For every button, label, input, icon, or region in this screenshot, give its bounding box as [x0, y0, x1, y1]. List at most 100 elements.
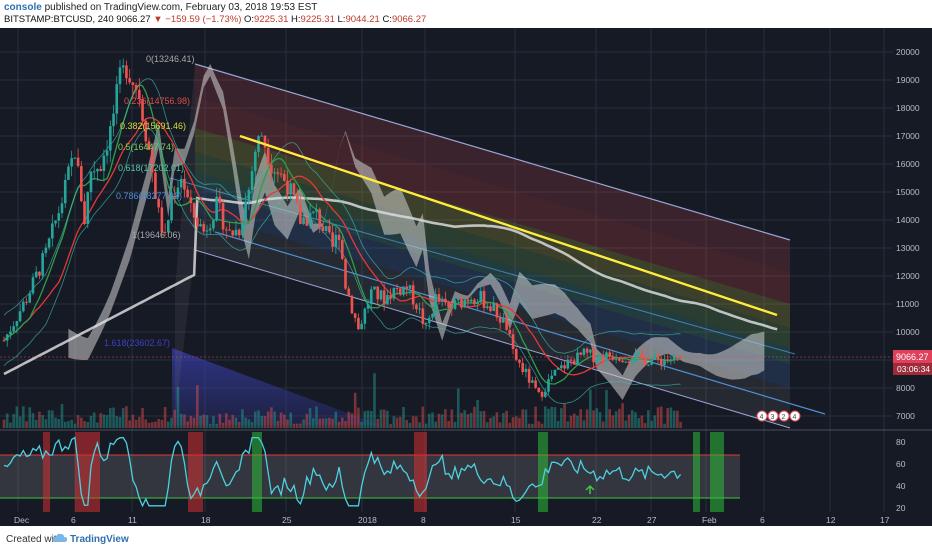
- volume-bar: [289, 412, 293, 428]
- volume-bar: [663, 423, 666, 428]
- candle-body: [563, 365, 566, 369]
- event-badge: [778, 410, 790, 422]
- ma-red-line: [3, 117, 681, 376]
- chart-area[interactable]: 0(13246.41) 0.236(14756.98) 0.382(15691.46…: [0, 28, 932, 526]
- candle-body: [63, 179, 67, 204]
- candle-body: [605, 352, 608, 362]
- candle-body: [115, 84, 119, 114]
- fib-level-label: 0(13246.41): [146, 54, 195, 64]
- volume-bar: [231, 415, 235, 428]
- candle-body: [234, 229, 238, 236]
- candle-body: [450, 307, 454, 309]
- volume-bar: [524, 409, 528, 428]
- ma-green-line: [3, 84, 681, 385]
- candle-body: [350, 295, 354, 314]
- candle-body: [373, 286, 376, 290]
- volume-bar: [257, 410, 260, 428]
- volume-bar: [418, 422, 421, 428]
- price-tick-label: 12000: [896, 271, 920, 281]
- candle-body: [653, 354, 657, 361]
- candle-body: [637, 352, 640, 355]
- candle-body: [89, 171, 93, 193]
- volume-bar: [676, 410, 679, 428]
- candle-body: [189, 197, 193, 204]
- candle-body: [579, 352, 582, 355]
- candle-body: [225, 229, 228, 231]
- candle-body: [83, 201, 86, 224]
- price-tick-label: 15000: [896, 187, 920, 197]
- open-label: O:: [244, 14, 255, 25]
- volume-bar: [350, 413, 354, 428]
- candle-body: [218, 196, 222, 204]
- volume-bar: [405, 420, 409, 428]
- author-link[interactable]: console: [4, 2, 42, 13]
- candle-body: [266, 147, 270, 165]
- candle-body: [311, 211, 315, 213]
- volume-bar: [608, 409, 611, 428]
- volume-bar: [218, 413, 222, 428]
- volume-bar: [237, 421, 241, 428]
- price-tick-label: 10000: [896, 327, 920, 337]
- candle-body: [444, 298, 447, 303]
- candle-body: [560, 365, 563, 369]
- volume-bar: [653, 415, 657, 428]
- candle-body: [514, 348, 518, 360]
- trend-line[interactable]: [239, 134, 778, 317]
- candle-body: [447, 302, 450, 308]
- volume-bar: [147, 422, 151, 428]
- volume-bar: [138, 416, 141, 428]
- volume-bar: [228, 419, 231, 428]
- volume-bar: [659, 406, 663, 428]
- volume-bar: [244, 417, 247, 428]
- candle-body: [456, 298, 460, 301]
- candle-body: [340, 239, 344, 259]
- candle-body: [244, 201, 247, 224]
- candle-body: [118, 67, 122, 85]
- candle-body: [47, 238, 51, 248]
- volume-bar: [434, 421, 438, 428]
- candle-body: [366, 304, 370, 309]
- candle-body: [553, 369, 557, 376]
- time-tick-label: 25: [282, 515, 292, 525]
- candle-body: [173, 195, 177, 198]
- tradingview-brand[interactable]: TradingView: [70, 534, 129, 545]
- candle-body: [408, 285, 412, 289]
- volume-bar: [163, 406, 167, 428]
- event-badge-label: 4: [760, 414, 764, 421]
- candle-body: [183, 178, 186, 190]
- candle-body: [666, 359, 669, 361]
- time-axis[interactable]: Dec 6 11 18 25 2018 8 15 22 27 Feb 6 12 17: [14, 515, 890, 525]
- time-tick-label: 8: [421, 515, 426, 525]
- high-label: H:: [291, 14, 301, 25]
- price-tick-label: 7000: [896, 411, 915, 421]
- volume-bar: [311, 418, 315, 428]
- candle-body: [38, 271, 41, 276]
- volume-bar: [537, 421, 541, 428]
- rsi-axis[interactable]: 80 60 40 20: [896, 437, 906, 513]
- candle-body: [328, 226, 331, 233]
- candle-body: [67, 166, 70, 180]
- volume-bar: [408, 422, 412, 428]
- time-tick-label: 2018: [358, 515, 377, 525]
- volume-bar: [373, 373, 376, 428]
- candle-body: [621, 360, 624, 363]
- rsi-tick-label: 60: [896, 459, 906, 469]
- volume-bar: [270, 407, 273, 428]
- last-price: 9066.27: [116, 14, 151, 25]
- volume-bar: [22, 406, 25, 428]
- rsi-highlight: [710, 432, 724, 512]
- chart-svg[interactable]: 0(13246.41) 0.236(14756.98) 0.382(15691.46…: [0, 28, 932, 526]
- candle-body: [659, 359, 663, 365]
- candle-body: [598, 355, 602, 360]
- volume-bar: [9, 422, 12, 428]
- rsi-pane: [0, 432, 740, 512]
- volume-bar: [476, 399, 479, 428]
- volume-bar: [514, 416, 518, 428]
- volume-bar: [212, 416, 215, 428]
- volume-bar: [89, 415, 93, 428]
- volume-bar: [437, 413, 441, 428]
- candle-body: [282, 174, 286, 181]
- volume-bar: [495, 412, 499, 428]
- volume-bar: [115, 416, 119, 428]
